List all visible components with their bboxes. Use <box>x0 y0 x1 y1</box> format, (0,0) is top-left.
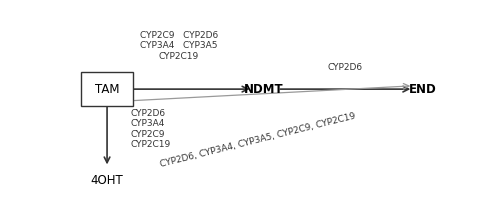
Text: 4OHT: 4OHT <box>90 174 124 187</box>
FancyBboxPatch shape <box>81 73 133 106</box>
Text: CYP2C9   CYP2D6
CYP3A4   CYP3A5
CYP2C19: CYP2C9 CYP2D6 CYP3A4 CYP3A5 CYP2C19 <box>140 31 218 61</box>
Text: TAM: TAM <box>95 83 120 96</box>
Text: END: END <box>409 83 437 96</box>
Text: NDMT: NDMT <box>244 83 284 96</box>
Text: CYP2D6, CYP3A4, CYP3A5, CYP2C9, CYP2C19: CYP2D6, CYP3A4, CYP3A5, CYP2C9, CYP2C19 <box>158 111 356 169</box>
Text: CYP2D6
CYP3A4
CYP2C9
CYP2C19: CYP2D6 CYP3A4 CYP2C9 CYP2C19 <box>130 109 170 149</box>
Text: CYP2D6: CYP2D6 <box>328 64 363 73</box>
